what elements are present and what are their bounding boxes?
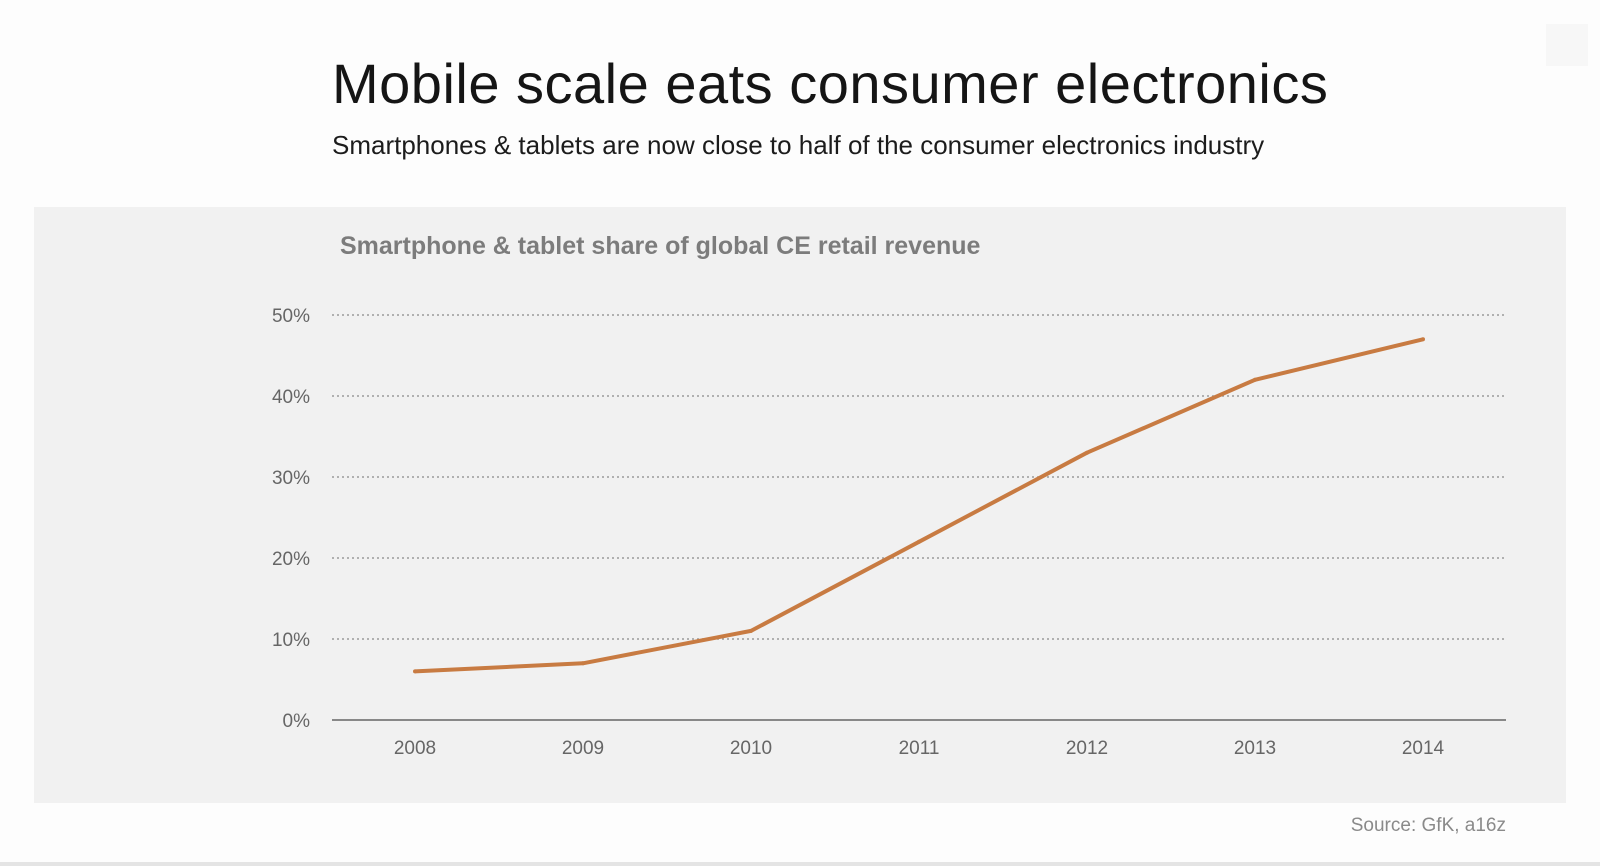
data-point [1253, 377, 1257, 382]
x-tick-label: 2014 [1402, 738, 1445, 759]
data-point [1085, 450, 1089, 455]
data-point [917, 539, 921, 544]
corner-mark [1546, 24, 1588, 66]
x-tick-label: 2010 [730, 738, 772, 759]
source-note: Source: GfK, a16z [1350, 815, 1506, 836]
chart-panel [34, 207, 1566, 803]
chart-title: Smartphone & tablet share of global CE r… [340, 232, 981, 260]
y-tick-label: 10% [272, 630, 310, 651]
data-point [581, 661, 585, 666]
y-tick-label: 30% [272, 468, 310, 489]
x-tick-label: 2009 [562, 738, 604, 759]
series-line [414, 337, 1424, 674]
y-tick-label: 20% [272, 549, 310, 570]
y-tick-label: 40% [272, 387, 310, 408]
y-axis-tick-labels: 0% 10% 20% 30% 40% 50% [272, 306, 310, 732]
x-tick-label: 2011 [899, 738, 940, 759]
x-tick-label: 2013 [1234, 738, 1276, 759]
data-point [413, 669, 417, 674]
slide-title: Mobile scale eats consumer electronics [332, 52, 1329, 115]
x-tick-label: 2012 [1066, 738, 1108, 759]
bottom-rule [0, 862, 1600, 866]
series-layer [413, 337, 1425, 674]
y-tick-label: 50% [272, 306, 310, 327]
gridlines [332, 314, 1506, 640]
data-point [749, 628, 753, 633]
y-tick-label: 0% [283, 711, 311, 732]
slide-subtitle: Smartphones & tablets are now close to h… [332, 130, 1265, 160]
x-axis-tick-labels: 2008 2009 2010 2011 2012 2013 2014 [394, 738, 1445, 759]
data-point [1421, 337, 1425, 342]
x-tick-label: 2008 [394, 738, 436, 759]
